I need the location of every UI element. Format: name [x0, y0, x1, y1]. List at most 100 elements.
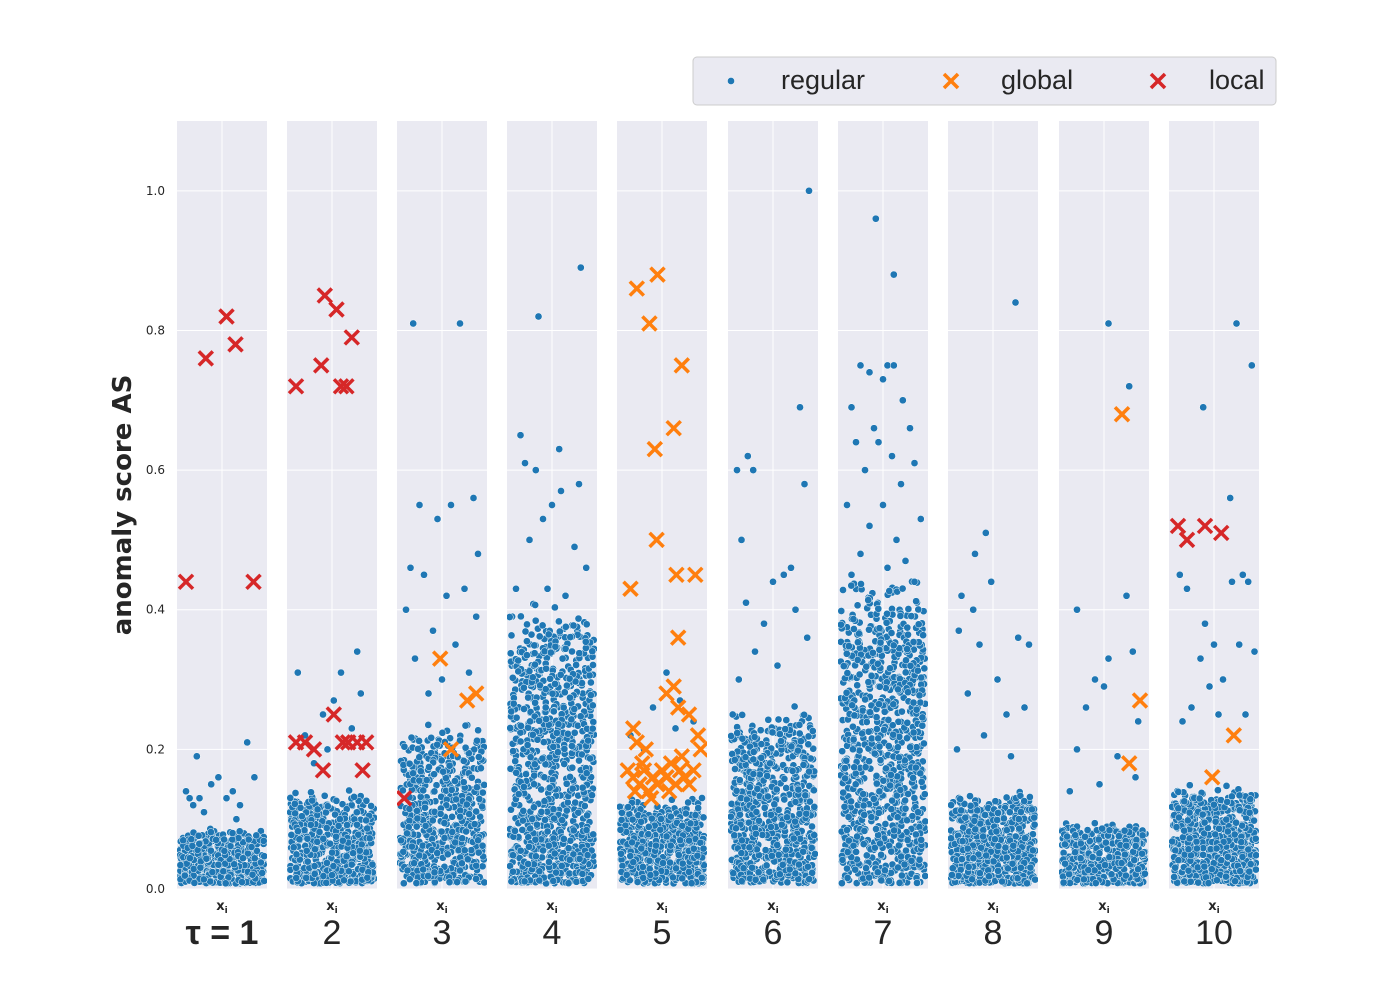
regular-point — [774, 806, 783, 814]
regular-point — [353, 820, 361, 829]
regular-point — [507, 613, 514, 621]
regular-point — [424, 721, 433, 729]
regular-point — [332, 832, 340, 841]
tau-label: 4 — [543, 914, 562, 952]
regular-point — [428, 816, 437, 825]
global-anomaly-marker — [637, 741, 655, 758]
global-anomaly-marker — [665, 678, 682, 695]
regular-point — [809, 744, 818, 753]
regular-point — [200, 808, 208, 817]
regular-point — [307, 788, 315, 797]
regular-point — [749, 770, 758, 778]
points — [177, 308, 267, 888]
regular-point — [315, 828, 324, 836]
regular-point — [214, 860, 223, 869]
regular-point — [566, 773, 574, 781]
local-anomaly-marker — [245, 573, 262, 591]
regular-point — [177, 861, 185, 869]
regular-point — [738, 836, 746, 845]
regular-point — [228, 787, 237, 796]
regular-point — [414, 745, 422, 753]
regular-point — [291, 789, 300, 797]
regular-point — [310, 870, 319, 878]
regular-point — [467, 846, 476, 854]
regular-point — [685, 868, 693, 876]
local-anomaly-marker — [316, 287, 334, 304]
global-anomaly-marker — [680, 706, 698, 723]
regular-point — [667, 812, 675, 821]
regular-point — [474, 753, 483, 761]
regular-point — [565, 674, 574, 683]
regular-point — [331, 810, 339, 819]
regular-point — [777, 737, 785, 745]
regular-point — [575, 480, 583, 488]
regular-point — [847, 797, 855, 806]
y-axis-label: anomaly score AS — [108, 375, 138, 636]
global-anomaly-marker — [467, 685, 485, 702]
regular-point — [916, 769, 925, 778]
regular-point — [469, 494, 478, 502]
regular-point — [693, 851, 702, 860]
local-anomaly-marker — [354, 762, 371, 779]
global-anomaly-marker — [668, 566, 685, 584]
regular-point — [576, 712, 585, 721]
regular-point — [855, 670, 864, 679]
local-anomaly-marker — [357, 734, 375, 751]
regular-point — [777, 820, 786, 829]
regular-point — [403, 866, 412, 875]
regular-point — [548, 689, 557, 698]
regular-point — [523, 620, 531, 629]
regular-point — [287, 831, 296, 839]
regular-point — [859, 801, 868, 810]
regular-point — [531, 835, 540, 844]
regular-point — [564, 844, 573, 853]
regular-point — [907, 612, 916, 620]
regular-point — [735, 776, 744, 784]
regular-point — [774, 715, 783, 724]
regular-point — [805, 186, 813, 195]
regular-point — [842, 649, 851, 658]
regular-point — [564, 729, 572, 738]
regular-point — [732, 786, 741, 795]
regular-point — [531, 698, 539, 707]
regular-point — [790, 702, 799, 711]
regular-point — [730, 756, 739, 764]
regular-point — [228, 829, 237, 837]
regular-point — [517, 722, 525, 730]
regular-point — [294, 827, 302, 836]
regular-point — [530, 803, 538, 812]
regular-point — [588, 724, 597, 733]
regular-point — [533, 735, 542, 744]
regular-point — [456, 866, 464, 875]
regular-point — [697, 874, 706, 882]
regular-point — [407, 733, 416, 742]
regular-point — [570, 705, 579, 713]
regular-point — [472, 612, 481, 621]
regular-point — [874, 809, 883, 817]
regular-point — [657, 815, 665, 823]
regular-point — [582, 826, 591, 834]
regular-point — [639, 874, 648, 882]
regular-point — [767, 823, 775, 831]
regular-point — [839, 586, 847, 594]
regular-point — [526, 824, 535, 833]
regular-point — [530, 760, 539, 769]
regular-point — [243, 738, 252, 747]
regular-point — [528, 673, 537, 682]
regular-point — [838, 879, 846, 888]
regular-point — [362, 816, 370, 825]
regular-point — [903, 816, 911, 825]
panel-x-label: xi — [767, 899, 778, 916]
global-anomaly-marker — [673, 357, 691, 374]
regular-point — [779, 570, 788, 579]
regular-point — [689, 844, 698, 853]
global-anomaly-marker — [660, 783, 678, 800]
regular-point — [507, 764, 515, 773]
regular-point — [310, 862, 319, 870]
regular-point — [509, 747, 517, 755]
regular-point — [509, 851, 517, 860]
regular-point — [212, 836, 220, 844]
global-anomaly-marker — [431, 650, 449, 667]
regular-point — [810, 831, 818, 839]
regular-point — [477, 764, 485, 773]
